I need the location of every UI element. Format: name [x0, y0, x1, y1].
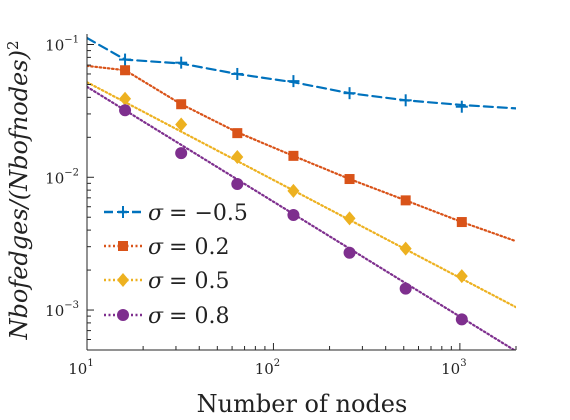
- x-tick-label-2-exp: 3: [460, 358, 466, 369]
- legend-label-2: σ = 0.5: [148, 269, 229, 294]
- y-tick-label-1-base: 10: [45, 169, 64, 187]
- x-tick-label-0-exp: 1: [87, 358, 93, 369]
- legend-label-3-val: = 0.8: [169, 304, 229, 329]
- series-2-point-5: [399, 241, 412, 256]
- series-2-point-4: [343, 211, 356, 226]
- series-2-line: [87, 81, 516, 309]
- y-axis-title-exponent: 2: [4, 41, 22, 51]
- x-tick-label-2: 103: [441, 358, 466, 378]
- series-3-point-2: [231, 177, 244, 190]
- x-tick-label-1: 102: [255, 358, 280, 378]
- series-3-point-6: [455, 313, 468, 326]
- series-3-point-1: [175, 147, 188, 160]
- y-tick-label-0: 10−1: [45, 35, 79, 55]
- legend-label-3: σ = 0.8: [148, 304, 229, 329]
- series-0-point-2: [231, 67, 244, 80]
- series-0-point-5: [399, 94, 412, 107]
- y-tick-label-1-exp: −2: [64, 167, 79, 178]
- series-1-point-4: [344, 174, 355, 185]
- y-axis-title: Nbofedges/(Nbofnodes)2: [4, 41, 33, 341]
- legend-label-3-sym: σ: [148, 304, 164, 329]
- y-tick-label-2: 10−3: [45, 300, 79, 320]
- legend-marker-3: [117, 309, 129, 321]
- legend: σ = −0.5σ = 0.2σ = 0.5σ = 0.8: [104, 201, 248, 329]
- x-tick-label-2-base: 10: [441, 360, 460, 378]
- series-0-point-3: [287, 75, 300, 88]
- legend-marker-1: [118, 241, 128, 251]
- legend-label-0-val: = −0.5: [169, 201, 248, 226]
- series-1-point-6: [456, 217, 467, 228]
- x-tick-label-0-base: 10: [68, 360, 87, 378]
- plot-area: [87, 36, 516, 350]
- y-tick-label-0-exp: −1: [64, 35, 79, 46]
- series-3-point-4: [343, 246, 356, 259]
- legend-label-0-sym: σ: [148, 201, 164, 226]
- x-tick-label-0: 101: [68, 358, 93, 378]
- series-2-point-3: [287, 183, 300, 198]
- legend-label-0: σ = −0.5: [148, 201, 248, 226]
- series-0-point-1: [175, 56, 188, 69]
- series-1-point-3: [288, 150, 299, 161]
- legend-label-1-val: = 0.2: [169, 235, 229, 260]
- series-3-point-0: [119, 104, 132, 117]
- x-tick-label-1-exp: 2: [274, 358, 280, 369]
- x-tick-label-1-base: 10: [255, 360, 274, 378]
- series-1-point-2: [232, 128, 243, 139]
- series-1-point-0: [120, 65, 131, 76]
- series-3-point-3: [287, 208, 300, 221]
- series-group: [87, 36, 516, 350]
- series-3-point-5: [399, 282, 412, 295]
- y-tick-label-2-exp: −3: [64, 300, 79, 311]
- series-0-point-4: [343, 87, 356, 100]
- series-2-point-6: [455, 269, 468, 284]
- y-tick-label-2-base: 10: [45, 302, 64, 320]
- legend-label-2-val: = 0.5: [169, 269, 229, 294]
- series-0-point-6: [455, 100, 468, 113]
- y-tick-label-1: 10−2: [45, 167, 79, 187]
- x-axis-title: Number of nodes: [197, 390, 408, 418]
- series-2-point-2: [231, 150, 244, 165]
- y-tick-label-0-base: 10: [45, 37, 64, 55]
- legend-label-2-sym: σ: [148, 269, 164, 294]
- legend-marker-2: [117, 273, 129, 287]
- series-1-point-1: [176, 99, 187, 110]
- series-0-line: [87, 36, 516, 110]
- series-2-point-1: [175, 117, 188, 132]
- series-2-point-0: [119, 91, 132, 106]
- legend-label-1-sym: σ: [148, 235, 164, 260]
- y-axis-title-main: Nbofedges/(Nbofnodes): [5, 50, 33, 340]
- series-1-point-5: [400, 195, 411, 206]
- legend-marker-0: [117, 206, 129, 218]
- legend-label-1: σ = 0.2: [148, 235, 229, 260]
- series-0-point-0: [119, 53, 132, 66]
- series-3-line: [87, 85, 516, 350]
